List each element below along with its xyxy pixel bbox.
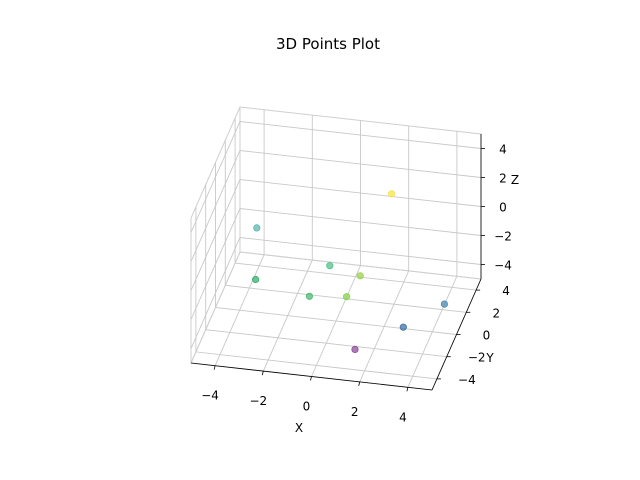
grid-line: [234, 118, 477, 291]
grid-line: [190, 237, 482, 349]
grid-line: [205, 184, 447, 358]
data-point: [326, 262, 334, 270]
y-tick-label: 2: [492, 306, 500, 320]
x-tick-label: −4: [201, 389, 219, 403]
grid-line: [359, 125, 410, 383]
data-point: [399, 323, 407, 331]
data-point: [253, 224, 261, 232]
grid-line: [190, 208, 482, 320]
x-tick-label: 2: [351, 405, 359, 419]
z-tick-label: −4: [494, 259, 512, 273]
x-tick-label: 0: [303, 400, 311, 414]
x-tick: [406, 387, 409, 392]
y-tick-label: −4: [458, 373, 476, 387]
data-point: [351, 345, 359, 353]
grid-line: [190, 179, 482, 291]
grid-line: [190, 121, 482, 233]
z-tick-label: 4: [499, 143, 507, 157]
y-axis-label: Y: [485, 351, 494, 365]
x-tick: [310, 376, 312, 381]
x-tick: [213, 365, 216, 370]
x-tick-label: 4: [399, 410, 407, 424]
grid-line: [215, 162, 457, 335]
y-tick-label: 4: [502, 284, 510, 298]
grid-line: [190, 150, 482, 262]
grid-line: [224, 140, 467, 313]
y-tick-label: −2: [468, 351, 486, 365]
chart-title: 3D Points Plot: [276, 35, 380, 53]
data-point: [305, 292, 313, 300]
y-tick-label: 0: [483, 329, 491, 343]
data-point: [387, 190, 396, 198]
side-pane: [190, 106, 241, 364]
grid-line: [195, 206, 437, 380]
data-point: [342, 293, 351, 301]
grid-line: [407, 131, 458, 388]
data-point: [440, 300, 448, 308]
grid-line: [311, 120, 361, 377]
axis-lines: [190, 134, 485, 392]
x-tick-label: −2: [249, 394, 267, 408]
z-tick-label: 2: [499, 172, 507, 186]
grid-line: [262, 115, 313, 372]
x-tick: [261, 371, 264, 376]
z-tick-label: −2: [494, 230, 512, 244]
x-axis-label: X: [295, 421, 303, 435]
data-point: [356, 272, 364, 280]
data-point: [252, 275, 260, 284]
z-axis-label: Z: [511, 173, 519, 187]
grid-line: [214, 109, 265, 366]
grid-lines: [190, 109, 482, 388]
x-tick: [358, 381, 361, 386]
data-points: [252, 190, 448, 353]
z-tick-label: 0: [499, 201, 507, 215]
